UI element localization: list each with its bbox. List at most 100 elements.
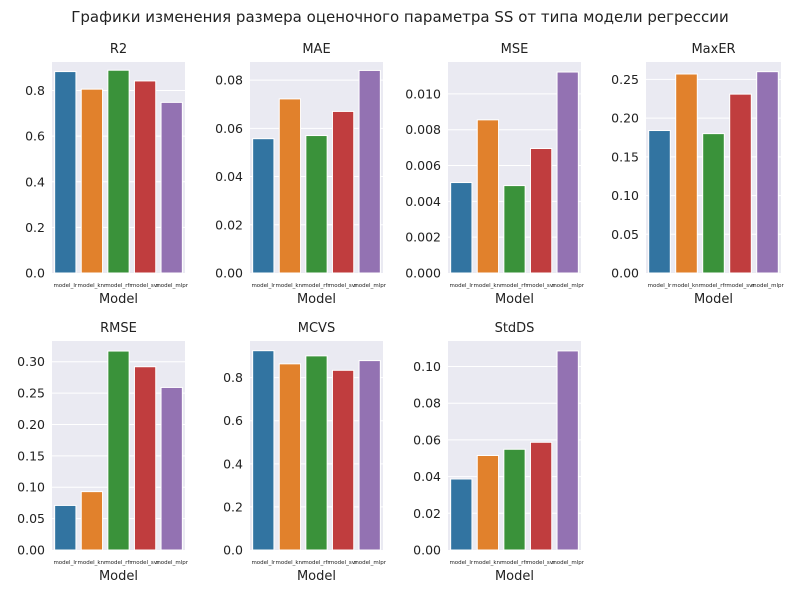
x-tick-label: model_lr (251, 283, 275, 289)
bar-model_lr (252, 138, 275, 274)
bar-model_knr (80, 491, 104, 551)
x-tick-label: model_lr (449, 283, 473, 289)
x-tick-label: model_mlpr (155, 560, 188, 566)
y-tick-label: 0.4 (223, 456, 243, 471)
bar-model_mlpr (160, 101, 183, 274)
y-tick-label: 0.006 (405, 158, 441, 173)
y-tick-label: 0.0 (223, 543, 243, 558)
bar-model_lr (252, 350, 275, 551)
x-tick-label: model_svr (131, 560, 160, 566)
x-axis-label: Model (99, 292, 138, 307)
bar-model_lr (450, 478, 473, 551)
x-tick-label: model_knr (275, 560, 305, 566)
y-tick-label: 0.00 (413, 543, 441, 558)
y-tick-label: 0.008 (405, 122, 441, 137)
y-tick-label: 0.15 (17, 448, 45, 463)
x-tick-label: model_knr (473, 560, 503, 566)
y-tick-label: 0.002 (405, 230, 441, 245)
bar-model_lr (648, 130, 671, 274)
y-tick-label: 0.15 (611, 149, 639, 164)
x-tick-label: model_mlpr (751, 283, 784, 289)
x-tick-label: model_rfr (303, 560, 330, 566)
bar-model_lr (450, 182, 473, 274)
x-axis-label: Model (495, 569, 534, 584)
figure-title: Графики изменения размера оценочного пар… (71, 8, 729, 26)
x-tick-label: model_svr (527, 560, 556, 566)
bar-model_svr (331, 369, 355, 551)
y-tick-label: 0.2 (25, 220, 45, 235)
x-tick-label: model_svr (329, 560, 358, 566)
y-tick-label: 0.00 (611, 266, 639, 281)
bar-model_mlpr (556, 71, 579, 274)
y-tick-label: 0.2 (223, 499, 243, 514)
bar-model_knr (476, 119, 500, 274)
x-tick-label: model_rfr (303, 283, 330, 289)
bar-model_knr (476, 455, 500, 551)
y-tick-label: 0.4 (25, 174, 45, 189)
panel-title: MSE (501, 42, 529, 57)
bar-model_mlpr (756, 71, 779, 274)
y-tick-label: 0.04 (215, 169, 243, 184)
y-tick-label: 0.010 (405, 86, 441, 101)
bar-model_rfr (305, 135, 328, 274)
x-tick-label: model_lr (449, 560, 473, 566)
chart-panel-stdds: 0.00 0.02 0.04 0.06 0.08 0.10 model_lr model_kn… (413, 321, 585, 584)
chart-panel-mae: 0.00 0.02 0.04 0.06 0.08 model_lr model_knr mod… (215, 42, 387, 307)
bar-model_knr (278, 98, 302, 274)
panel-title: StdDS (495, 321, 535, 336)
y-tick-label: 0.000 (405, 266, 441, 281)
bar-model_rfr (107, 69, 130, 274)
x-tick-label: model_lr (53, 560, 77, 566)
x-tick-label: model_rfr (501, 283, 528, 289)
y-tick-label: 0.8 (223, 370, 243, 385)
panel-title: MCVS (298, 321, 335, 336)
x-tick-label: model_mlpr (155, 283, 188, 289)
bar-model_svr (133, 366, 157, 551)
chart-panel-r2: 0.0 0.2 0.4 0.6 0.8 model_lr model_knr model_rf… (25, 42, 189, 307)
bar-model_svr (133, 80, 157, 274)
x-tick-label: model_rfr (700, 283, 727, 289)
chart-panel-mcvs: 0.0 0.2 0.4 0.6 0.8 model_lr model_knr model_rf… (223, 321, 387, 584)
bar-model_knr (675, 73, 698, 274)
y-tick-label: 0.20 (17, 417, 45, 432)
x-tick-label: model_rfr (501, 560, 528, 566)
x-tick-label: model_svr (527, 283, 556, 289)
y-tick-label: 0.02 (215, 217, 243, 232)
x-axis-label: Model (495, 292, 534, 307)
x-axis-label: Model (99, 569, 138, 584)
bar-model_mlpr (556, 350, 579, 551)
x-tick-label: model_svr (726, 283, 755, 289)
x-axis-label: Model (694, 292, 733, 307)
x-axis-label: Model (297, 569, 336, 584)
y-tick-label: 0.02 (413, 506, 441, 521)
bar-model_rfr (305, 355, 328, 551)
x-axis-label: Model (297, 292, 336, 307)
x-tick-label: model_knr (77, 560, 107, 566)
x-tick-label: model_knr (275, 283, 305, 289)
x-tick-label: model_mlpr (353, 560, 386, 566)
panel-title: MAE (302, 42, 330, 57)
y-tick-label: 0.25 (611, 72, 639, 87)
bar-model_knr (80, 88, 104, 274)
y-tick-label: 0.00 (17, 543, 45, 558)
x-tick-label: model_knr (77, 283, 107, 289)
bar-model_rfr (107, 350, 130, 551)
panel-title: RMSE (100, 321, 137, 336)
bar-model_rfr (503, 448, 526, 551)
chart-panel-maxer: 0.00 0.05 0.10 0.15 0.20 0.25 model_lr model_kn… (611, 42, 784, 307)
y-tick-label: 0.06 (215, 121, 243, 136)
y-tick-label: 0.06 (413, 432, 441, 447)
y-tick-label: 0.10 (611, 188, 639, 203)
y-tick-label: 0.00 (215, 266, 243, 281)
y-tick-label: 0.08 (215, 73, 243, 88)
x-tick-label: model_mlpr (551, 283, 584, 289)
y-tick-label: 0.08 (413, 396, 441, 411)
panel-title: MaxER (691, 42, 735, 57)
y-tick-label: 0.6 (25, 129, 45, 144)
x-tick-label: model_svr (131, 283, 160, 289)
bar-model_mlpr (358, 360, 381, 551)
y-tick-label: 0.04 (413, 469, 441, 484)
x-tick-label: model_rfr (105, 560, 132, 566)
bar-model_lr (54, 71, 77, 274)
